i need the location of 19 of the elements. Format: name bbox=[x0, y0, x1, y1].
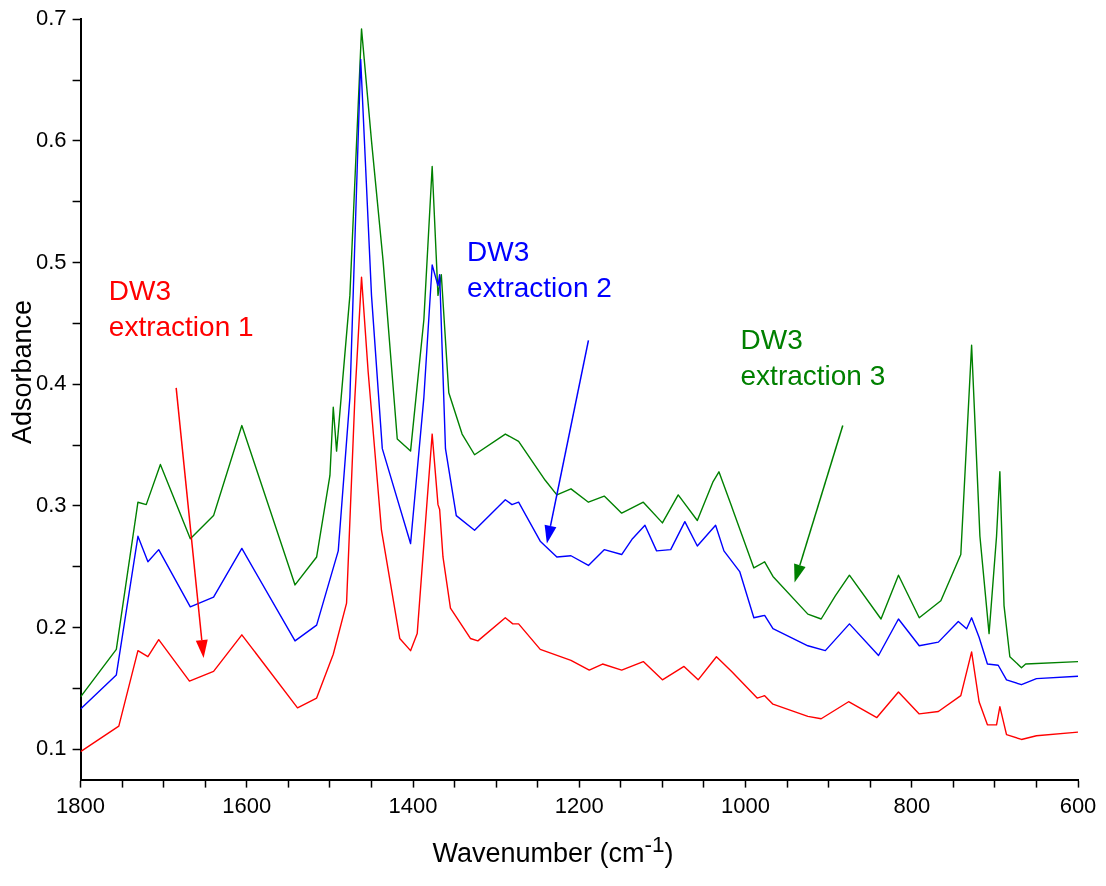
y-tick-label: 0.7 bbox=[35, 5, 67, 31]
y-tick-label: 0.6 bbox=[35, 126, 67, 152]
series-label: DW3 extraction 2 bbox=[467, 236, 612, 304]
y-tick-label: 0.4 bbox=[35, 370, 67, 396]
text: DW3 extraction 3 bbox=[740, 323, 886, 391]
x-tick-label: 800 bbox=[893, 792, 931, 818]
y-tick-label: 0.2 bbox=[35, 613, 67, 639]
y-axis-title: Adsorbance bbox=[6, 299, 37, 445]
x-tick-label: 1000 bbox=[721, 792, 770, 818]
x-tick-label: 1800 bbox=[56, 792, 106, 818]
x-tick-label: 600 bbox=[1059, 792, 1097, 818]
x-tick-label: 1200 bbox=[554, 792, 604, 818]
x-axis-title: Wavenumber (cm$^{-1}$) bbox=[431, 832, 675, 869]
y-tick-label: 0.5 bbox=[35, 248, 67, 274]
y-tick-label: 0.1 bbox=[35, 735, 67, 761]
text: DW3 extraction 1 bbox=[108, 275, 254, 343]
x-tick-label: 1400 bbox=[388, 792, 438, 818]
y-tick-label: 0.3 bbox=[35, 491, 67, 517]
x-tick-label: 1600 bbox=[222, 792, 272, 818]
